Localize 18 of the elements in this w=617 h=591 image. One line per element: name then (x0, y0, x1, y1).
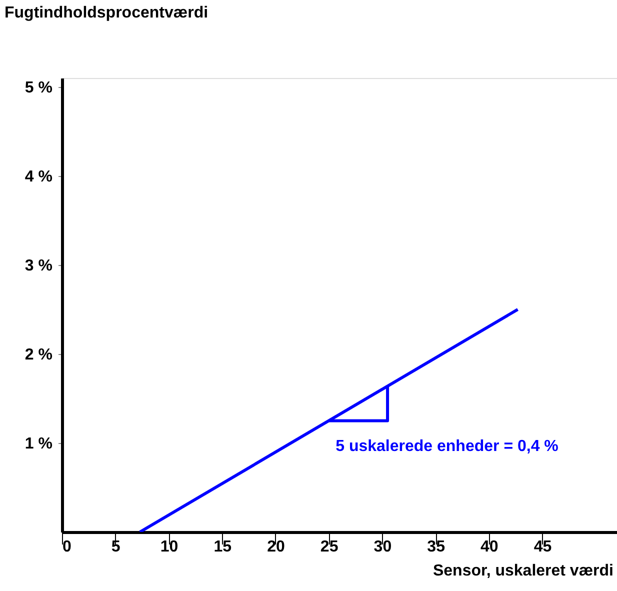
y-tick-label: 2 % (24, 346, 52, 364)
y-tick-label: 5 % (24, 79, 52, 96)
x-tick-label: 15 (214, 538, 232, 556)
x-tick-label: 35 (427, 538, 446, 556)
x-tick-label: 25 (320, 538, 338, 556)
y-tick-label: 4 % (24, 168, 52, 186)
y-axis-title: Fugtindholdsprocentværdi (4, 4, 208, 22)
x-tick-label: 45 (534, 538, 552, 556)
y-tick-label: 3 % (24, 257, 52, 274)
x-axis-title: Sensor, uskaleret værdi (432, 562, 614, 580)
x-tick-label: 5 (111, 538, 120, 556)
x-tick-label: 20 (267, 538, 285, 556)
x-tick-label: 0 (62, 538, 72, 556)
y-tick-label: 1 % (24, 435, 52, 452)
x-tick-label: 10 (160, 538, 178, 556)
x-tick-label: 30 (374, 538, 392, 556)
x-tick-label: 40 (480, 538, 498, 556)
annotation: 5 uskalerede enheder = 0,4 % (336, 438, 558, 455)
